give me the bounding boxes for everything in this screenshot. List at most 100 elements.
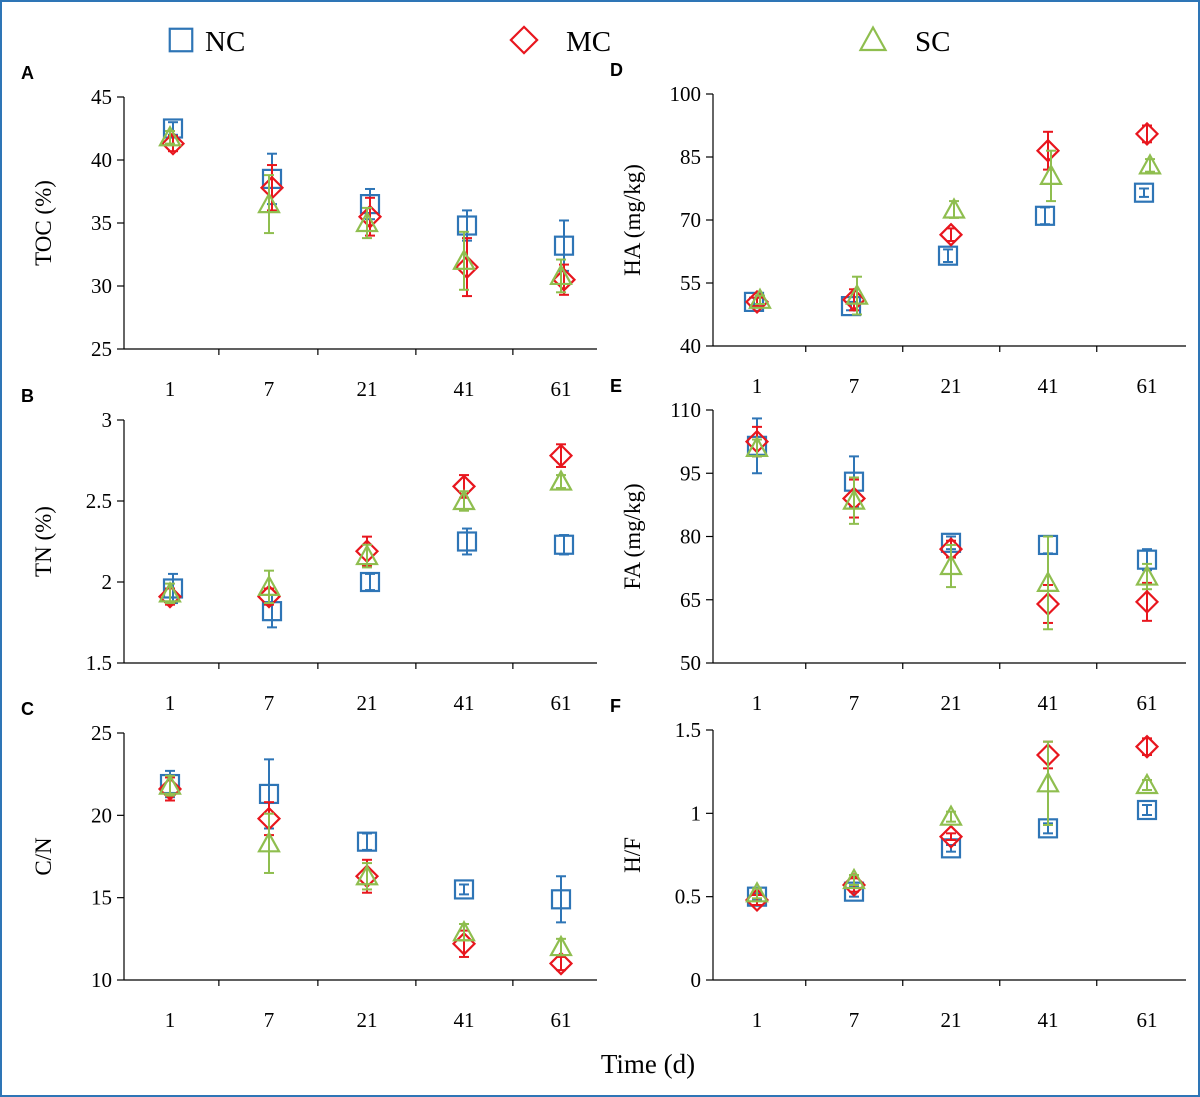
y-tick-label: 0.5 (675, 885, 701, 909)
data-point-mc (1134, 121, 1160, 146)
series-nc (159, 758, 572, 924)
data-point-nc (1133, 182, 1155, 203)
x-tick-label: 21 (941, 691, 962, 715)
data-point-sc (1036, 771, 1060, 793)
y-tick-label: 40 (680, 334, 701, 358)
y-tick-label: 2.5 (86, 489, 112, 513)
x-tick-label: 7 (264, 377, 275, 401)
data-point-mc (841, 287, 867, 312)
data-point-mc (1035, 138, 1061, 163)
data-point-nc (356, 831, 378, 852)
y-axis-label: C/N (31, 837, 56, 876)
series-nc (162, 118, 575, 272)
legend-marker-square (168, 27, 194, 53)
x-tick-label: 21 (941, 1008, 962, 1032)
y-tick-label: 35 (91, 211, 112, 235)
panel-letter: C (21, 699, 34, 719)
x-tick-label: 41 (454, 377, 475, 401)
legend-label-sc: SC (915, 26, 950, 58)
data-point-sc (1135, 564, 1159, 586)
data-point-sc (257, 191, 281, 214)
series-mc (744, 734, 1160, 913)
data-point-nc (1034, 205, 1056, 226)
x-tick-label: 41 (454, 1008, 475, 1032)
data-point-sc (1036, 570, 1060, 592)
chart-panel-c: 10 15 20 25 1 7 21 41 61 C/N C (21, 699, 597, 1032)
legend-marker-diamond (509, 25, 539, 55)
data-point-sc (942, 197, 966, 219)
y-axis-label: H/F (620, 837, 645, 873)
series-sc (748, 149, 1162, 316)
series-nc (162, 527, 575, 629)
data-point-nc (553, 534, 575, 555)
panel-letter: D (610, 60, 623, 80)
data-point-sc (452, 488, 476, 511)
data-point-sc (257, 574, 281, 596)
data-point-sc (939, 804, 963, 826)
panel-letter: A (21, 63, 34, 83)
chart-panel-e: 50 65 80 95 110 1 7 21 41 61 FA (mg/kg) E (610, 376, 1186, 715)
data-point-mc (1134, 734, 1160, 759)
data-point-mc (157, 584, 183, 609)
y-tick-label: 100 (670, 82, 702, 106)
data-point-mc (548, 443, 574, 468)
x-tick-label: 61 (551, 377, 572, 401)
data-point-sc (355, 210, 379, 233)
x-tick-label: 1 (752, 1008, 763, 1032)
series-sc (158, 773, 573, 957)
x-tick-label: 7 (849, 691, 860, 715)
data-point-sc (842, 867, 866, 890)
y-tick-label: 65 (680, 588, 701, 612)
x-tick-label: 61 (551, 691, 572, 715)
series-mc (157, 776, 574, 976)
x-tick-label: 7 (849, 374, 860, 398)
y-tick-label: 45 (91, 85, 112, 109)
series-mc (744, 425, 1160, 624)
x-tick-label: 1 (165, 377, 176, 401)
data-point-mc (551, 267, 577, 292)
data-point-sc (1138, 153, 1162, 175)
chart-panel-b: 1.5 2 2.5 3 1 7 21 41 61 TN (%) B (21, 386, 597, 715)
y-tick-label: 2 (102, 570, 113, 594)
x-tick-label: 41 (1038, 691, 1059, 715)
data-point-nc (162, 578, 184, 599)
data-point-nc (359, 571, 381, 593)
legend-label-mc: MC (566, 26, 611, 58)
data-point-mc (938, 824, 964, 849)
data-point-nc (1136, 799, 1158, 821)
data-point-sc (745, 881, 769, 903)
series-sc (745, 740, 1159, 903)
panel-letter: F (610, 696, 621, 716)
x-tick-label: 61 (551, 1008, 572, 1032)
y-tick-label: 0 (691, 968, 702, 992)
series-sc (745, 435, 1159, 631)
y-tick-label: 30 (91, 274, 112, 298)
data-point-sc (452, 248, 476, 270)
panel-letter: B (21, 386, 34, 406)
y-tick-label: 25 (91, 337, 112, 361)
y-tick-label: 55 (680, 271, 701, 295)
x-tick-label: 7 (264, 691, 275, 715)
chart-panels: 25 30 35 40 45 1 7 21 41 61 TOC (%) A 1.5 2 2.5 3 1 7 21 41… (21, 60, 1186, 1032)
data-point-sc (257, 831, 281, 853)
y-axis-label: TN (%) (31, 506, 56, 577)
y-tick-label: 15 (91, 886, 112, 910)
panel-letter: E (610, 376, 622, 396)
x-tick-label: 7 (264, 1008, 275, 1032)
x-tick-label: 21 (357, 377, 378, 401)
data-point-sc (158, 773, 182, 795)
data-point-nc (456, 531, 478, 552)
data-point-nc (550, 889, 572, 910)
x-tick-label: 1 (165, 1008, 176, 1032)
chart-panel-f: 0 0.5 1 1.5 1 7 21 41 61 H/F F (610, 696, 1186, 1032)
y-tick-label: 110 (670, 398, 701, 422)
data-point-mc (256, 584, 282, 609)
data-point-sc (158, 125, 182, 147)
y-axis-label: TOC (%) (31, 180, 56, 266)
y-axis-label: HA (mg/kg) (620, 164, 645, 276)
x-tick-label: 41 (1038, 1008, 1059, 1032)
data-point-sc (745, 435, 769, 458)
y-tick-label: 3 (102, 408, 113, 432)
data-point-mc (548, 951, 574, 976)
data-point-sc (939, 553, 963, 576)
